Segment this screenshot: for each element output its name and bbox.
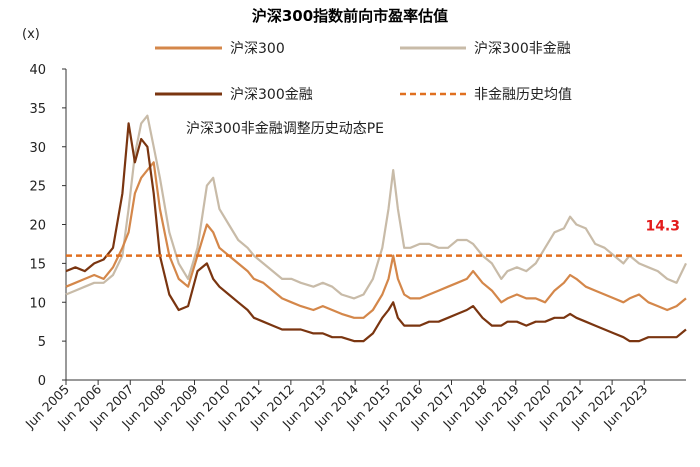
- y-tick-label: 15: [29, 257, 46, 272]
- y-tick-label: 25: [29, 180, 46, 195]
- y-tick-label: 10: [29, 296, 46, 311]
- y-axis-unit-label: (x): [22, 27, 40, 42]
- legend-label-hs300-nonfin: 沪深300非金融: [474, 41, 571, 57]
- y-axis: 0 5 10 15 20 25 30 35 40: [29, 63, 67, 389]
- series-line-hs300: [65, 161, 687, 319]
- hist-mean-value-label: 14.3: [645, 219, 680, 235]
- legend-label-hs300-fin: 沪深300金融: [230, 87, 313, 103]
- y-tick-label: 40: [29, 63, 46, 78]
- series-line-hs300-fin: [65, 122, 687, 343]
- chart-title: 沪深300指数前向市盈率估值: [252, 7, 448, 25]
- legend: 沪深300 沪深300非金融 沪深300金融 非金融历史均值: [155, 41, 572, 103]
- series-group: [65, 114, 687, 343]
- y-tick-label: 30: [29, 141, 46, 156]
- y-tick-label: 0: [38, 374, 46, 389]
- y-tick-label: 35: [29, 102, 46, 117]
- legend-label-hs300: 沪深300: [230, 41, 285, 57]
- y-tick-label: 20: [29, 219, 46, 234]
- legend-label-hist-mean: 非金融历史均值: [474, 87, 572, 103]
- chart-annotation: 沪深300非金融调整历史动态PE: [186, 121, 384, 137]
- y-tick-label: 5: [38, 335, 46, 350]
- series-line-hs300-nonfin: [65, 114, 687, 300]
